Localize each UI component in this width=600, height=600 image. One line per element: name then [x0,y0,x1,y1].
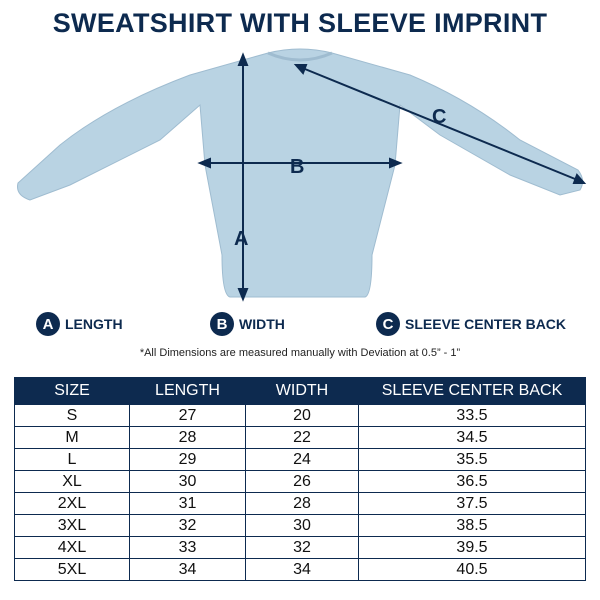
table-row: 5XL 34 34 40.5 [14,558,586,581]
table-row: 2XL 31 28 37.5 [14,492,586,515]
table-row: L 29 24 35.5 [14,448,586,471]
cell-length: 31 [129,492,246,515]
legend-label: WIDTH [239,316,285,332]
size-table: SIZE LENGTH WIDTH SLEEVE CENTER BACK S 27… [14,377,586,581]
cell-sleeve: 37.5 [358,492,586,515]
cell-length: 34 [129,558,246,581]
header-width: WIDTH [245,377,359,405]
header-sleeve: SLEEVE CENTER BACK [358,377,586,405]
letter-a-icon: A [36,312,60,336]
header-size: SIZE [14,377,130,405]
label-c: C [432,106,446,128]
legend-label: SLEEVE CENTER BACK [405,316,567,332]
cell-width: 20 [245,404,359,427]
cell-size: M [14,426,130,449]
cell-size: 2XL [14,492,130,515]
cell-width: 28 [245,492,359,515]
table-row: S 27 20 33.5 [14,404,586,427]
cell-sleeve: 34.5 [358,426,586,449]
sleeve-arrow [299,66,581,182]
table-row: 3XL 32 30 38.5 [14,514,586,537]
label-b: B [290,156,304,178]
cell-length: 27 [129,404,246,427]
cell-width: 22 [245,426,359,449]
table-row: 4XL 33 32 39.5 [14,536,586,559]
cell-length: 30 [129,470,246,493]
cell-length: 28 [129,426,246,449]
table-row: XL 30 26 36.5 [14,470,586,493]
legend-length: A LENGTH [36,312,123,336]
cell-size: 4XL [14,536,130,559]
legend-width: B WIDTH [210,312,285,336]
cell-size: S [14,404,130,427]
cell-length: 32 [129,514,246,537]
table-header: SIZE LENGTH WIDTH SLEEVE CENTER BACK [14,377,586,405]
cell-size: 3XL [14,514,130,537]
letter-b-icon: B [210,312,234,336]
cell-width: 30 [245,514,359,537]
cell-sleeve: 40.5 [358,558,586,581]
table-row: M 28 22 34.5 [14,426,586,449]
header-length: LENGTH [129,377,246,405]
cell-size: XL [14,470,130,493]
cell-width: 26 [245,470,359,493]
sweatshirt-image [17,48,584,298]
cell-sleeve: 39.5 [358,536,586,559]
cell-size: 5XL [14,558,130,581]
cell-sleeve: 35.5 [358,448,586,471]
cell-length: 33 [129,536,246,559]
cell-width: 32 [245,536,359,559]
cell-sleeve: 38.5 [358,514,586,537]
cell-size: L [14,448,130,471]
cell-width: 34 [245,558,359,581]
legend-label: LENGTH [65,316,123,332]
letter-c-icon: C [376,312,400,336]
label-a: A [234,228,248,250]
sweatshirt-diagram: A B C [17,48,587,302]
page-title: SWEATSHIRT WITH SLEEVE IMPRINT [52,8,548,38]
legend-sleeve: C SLEEVE CENTER BACK [376,312,566,336]
measurement-note: *All Dimensions are measured manually wi… [139,347,461,359]
cell-width: 24 [245,448,359,471]
cell-length: 29 [129,448,246,471]
cell-sleeve: 36.5 [358,470,586,493]
cell-sleeve: 33.5 [358,404,586,427]
